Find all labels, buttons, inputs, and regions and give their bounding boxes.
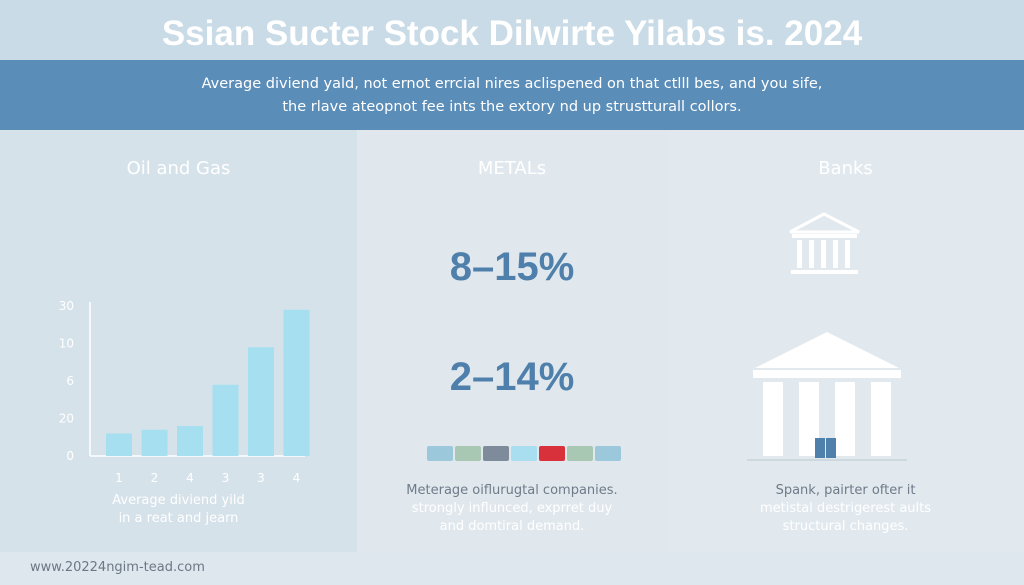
panel-metals: METALs 8–15% 2–14% Meterage oiflurugtal … bbox=[357, 130, 667, 552]
caption-line: Meterage oiflurugtal companies. bbox=[406, 483, 618, 498]
metals-caption: Meterage oiflurugtal companies. strongly… bbox=[357, 482, 667, 536]
stat-range-1: 8–15% bbox=[449, 245, 575, 289]
banks-caption: Spank, pairter ofter it metistal destrig… bbox=[667, 482, 1024, 536]
bank-building-icon bbox=[747, 332, 907, 461]
caption-line: structural changes. bbox=[782, 519, 909, 534]
color-swatch bbox=[595, 446, 621, 461]
subtitle-line: the rlave ateopnot fee ints the extory n… bbox=[282, 99, 742, 115]
x-tick-label: 2 bbox=[151, 471, 159, 485]
subtitle-line: Average diviend yald, not ernot errcial … bbox=[201, 76, 823, 92]
caption-line: and domtiral demand. bbox=[439, 519, 585, 534]
footer-url: www.20224ngim-tead.com bbox=[30, 560, 205, 575]
caption-line: in a reat and jearn bbox=[118, 511, 239, 526]
caption-line: Spank, pairter ofter it bbox=[775, 483, 916, 498]
bar bbox=[248, 347, 274, 456]
x-tick-label: 3 bbox=[257, 471, 265, 485]
panel-banks: Banks Spank, pairter ofter it metistal d… bbox=[667, 130, 1024, 552]
chart-caption: Average diviend yild in a reat and jearn bbox=[0, 492, 357, 528]
x-tick-label: 4 bbox=[293, 471, 301, 485]
color-swatch bbox=[511, 446, 537, 461]
x-tick-label: 1 bbox=[115, 471, 123, 485]
y-tick-label: 0 bbox=[66, 449, 74, 463]
color-swatch bbox=[455, 446, 481, 461]
color-swatch bbox=[539, 446, 565, 461]
bar bbox=[212, 384, 239, 456]
panel-title: Oil and Gas bbox=[126, 158, 231, 179]
bar bbox=[106, 433, 132, 456]
color-swatch bbox=[567, 446, 593, 461]
caption-line: metistal destrigerest aults bbox=[759, 501, 932, 516]
title-band: Ssian Sucter Stock Dilwirte Yilabs is. 2… bbox=[0, 0, 1024, 60]
panel-title: METALs bbox=[477, 158, 547, 179]
bar bbox=[141, 429, 168, 456]
y-tick-label: 30 bbox=[59, 299, 74, 313]
stat-range-2: 2–14% bbox=[449, 355, 575, 399]
color-swatch bbox=[483, 446, 509, 461]
small-bank-icon bbox=[789, 212, 860, 274]
x-tick-label: 4 bbox=[186, 471, 194, 485]
panel-oil-gas: Oil and Gas 0 20 6 10 30 1 2 4 3 3 4 Average divie… bbox=[0, 130, 357, 552]
y-tick-label: 20 bbox=[59, 412, 74, 426]
bar bbox=[177, 426, 203, 456]
y-tick-label: 10 bbox=[59, 337, 74, 351]
color-swatches bbox=[427, 446, 621, 461]
bar bbox=[283, 309, 310, 456]
page-title: Ssian Sucter Stock Dilwirte Yilabs is. 2… bbox=[161, 14, 863, 53]
subtitle-band: Average diviend yald, not ernot errcial … bbox=[0, 60, 1024, 130]
caption-line: Average diviend yild bbox=[112, 493, 245, 508]
panel-title: Banks bbox=[818, 158, 873, 179]
caption-line: strongly influnced, exprret duy bbox=[411, 501, 613, 516]
bar-chart: 0 20 6 10 30 1 2 4 3 3 4 bbox=[59, 299, 310, 485]
color-swatch bbox=[427, 446, 453, 461]
x-tick-label: 3 bbox=[222, 471, 230, 485]
y-tick-label: 6 bbox=[66, 374, 74, 388]
